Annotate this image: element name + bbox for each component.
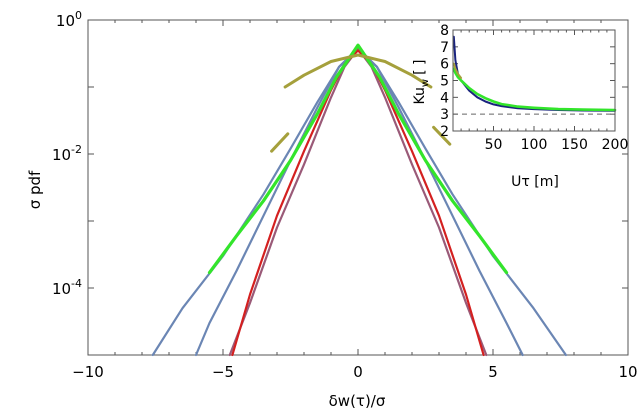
inset-x-tick-label: 200 (602, 137, 629, 153)
y-tick-label: 10-4 (52, 277, 82, 298)
inset-y-tick-label: 7 (440, 40, 449, 56)
inset-y-label-unit: [ ] (412, 60, 428, 75)
main-series-line-3 (231, 49, 485, 357)
inset-y-tick-label: 4 (440, 90, 449, 106)
y-tick-label: 10-2 (52, 143, 82, 164)
main-axis-ticks (87, 19, 629, 356)
y-tick-label: 100 (56, 9, 82, 30)
y-axis-label: σ pdf (26, 170, 44, 209)
inset-y-tick-label: 6 (440, 57, 449, 73)
inset-y-tick-label: 5 (440, 74, 449, 90)
inset-series-group (452, 35, 617, 112)
inset-x-tick-label: 100 (521, 137, 548, 153)
main-series-line-2 (228, 47, 488, 357)
x-tick-label: −5 (212, 363, 234, 381)
inset-background (453, 30, 615, 131)
inset-x-tick-label: 50 (485, 137, 503, 153)
main-x-tick-labels: −10 −5 0 5 10 (72, 363, 637, 381)
x-axis-label: δw(τ)/σ (329, 392, 386, 410)
inset-frame (452, 29, 616, 132)
main-series-line-7 (432, 125, 452, 146)
x-tick-label: 5 (488, 363, 498, 381)
inset-y-tick-label: 2 (440, 124, 449, 140)
main-series-line-5 (283, 53, 433, 89)
x-tick-label: 0 (353, 363, 363, 381)
inset-y-tick-label: 8 (440, 23, 449, 39)
inset-x-tick-labels: 50 100 150 200 (485, 137, 629, 153)
x-tick-label: 10 (618, 363, 637, 381)
inset-series-line-1 (452, 67, 617, 112)
inset-y-axis-label: Kuw [ ] (412, 60, 431, 105)
x-tick-label: −10 (72, 363, 104, 381)
inset-series-line-2 (452, 62, 463, 79)
main-y-tick-labels: 100 10-2 10-4 (52, 9, 82, 298)
inset-y-label-main: Ku (412, 87, 428, 104)
svg-text:Kuw[ ]: Kuw [ ] (412, 60, 431, 105)
main-series-group (151, 43, 567, 357)
inset-x-axis-label: Uτ [m] (511, 174, 559, 190)
main-series-line-6 (270, 132, 290, 153)
inset-x-tick-label: 150 (561, 137, 588, 153)
inset-y-tick-label: 3 (440, 107, 449, 123)
inset-y-label-sub: w (420, 79, 431, 87)
main-series-line-4 (207, 43, 509, 275)
